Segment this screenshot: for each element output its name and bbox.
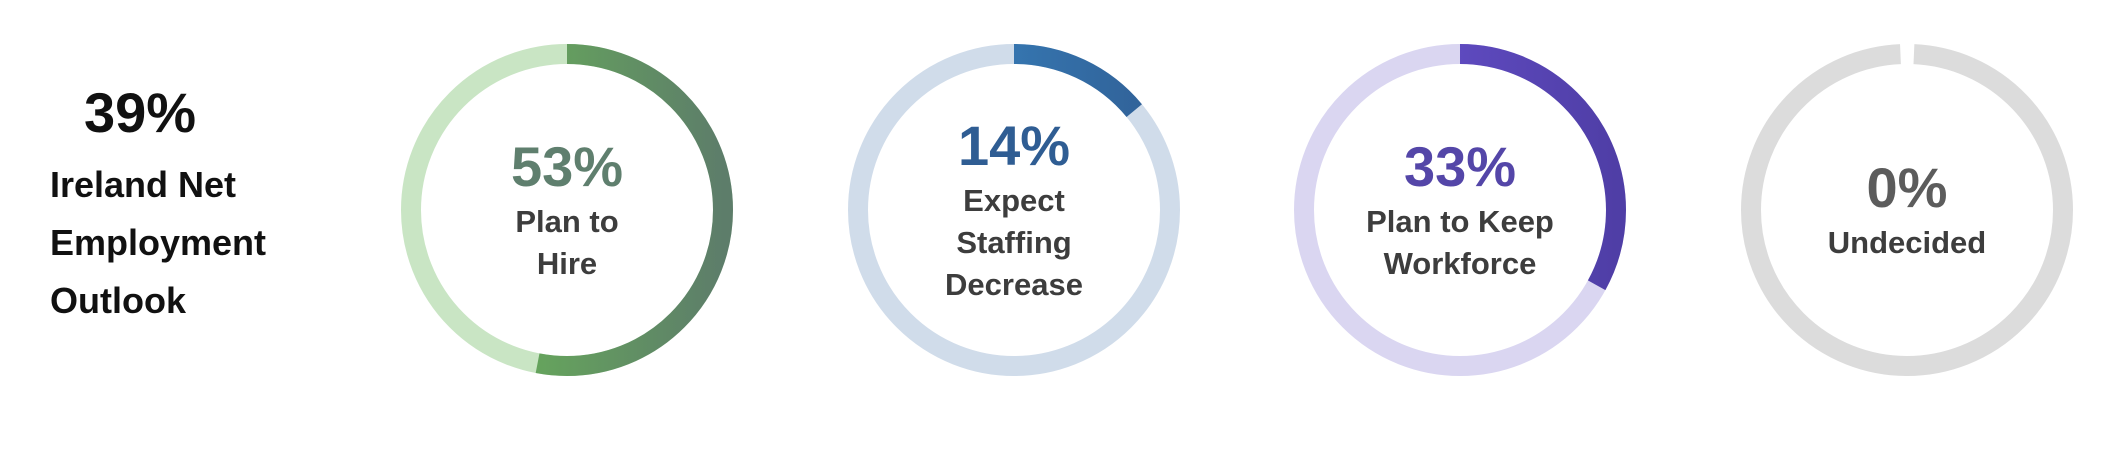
staffing-decrease-arc (848, 44, 1180, 376)
net-outlook-label: Ireland Net Employment Outlook (50, 164, 267, 321)
donut-chart-plan-to-hire (401, 44, 733, 376)
keep-workforce-value: 33% (1403, 135, 1517, 198)
undecided-value: 0% (1866, 156, 1948, 219)
staffing-decrease-label: Expect Staffing Decrease (945, 183, 1083, 302)
donut-chart-keep-workforce (1294, 44, 1626, 376)
donut-keep-workforce: 33% Plan to Keep Workforce (1288, 38, 1632, 382)
net-outlook-value: 39% (84, 81, 197, 144)
plan-to-hire-label: Plan to Hire (515, 204, 619, 281)
undecided-track (1741, 44, 2073, 376)
plan-to-hire-arc (401, 44, 733, 376)
net-employment-outlook: 39% Ireland Net Employment Outlook (50, 78, 330, 330)
keep-workforce-arc (1294, 44, 1626, 376)
staffing-decrease-value: 14% (957, 114, 1071, 177)
plan-to-hire-value: 53% (510, 135, 624, 198)
donut-staffing-decrease: 14% Expect Staffing Decrease (842, 38, 1186, 382)
donut-chart-staffing-decrease (848, 44, 1180, 376)
donut-chart-undecided (1741, 44, 2073, 376)
donut-undecided: 0% Undecided (1735, 38, 2079, 382)
keep-workforce-label: Plan to Keep Workforce (1366, 204, 1554, 281)
undecided-label: Undecided (1827, 225, 1987, 260)
donut-plan-to-hire: 53% Plan to Hire (395, 38, 739, 382)
